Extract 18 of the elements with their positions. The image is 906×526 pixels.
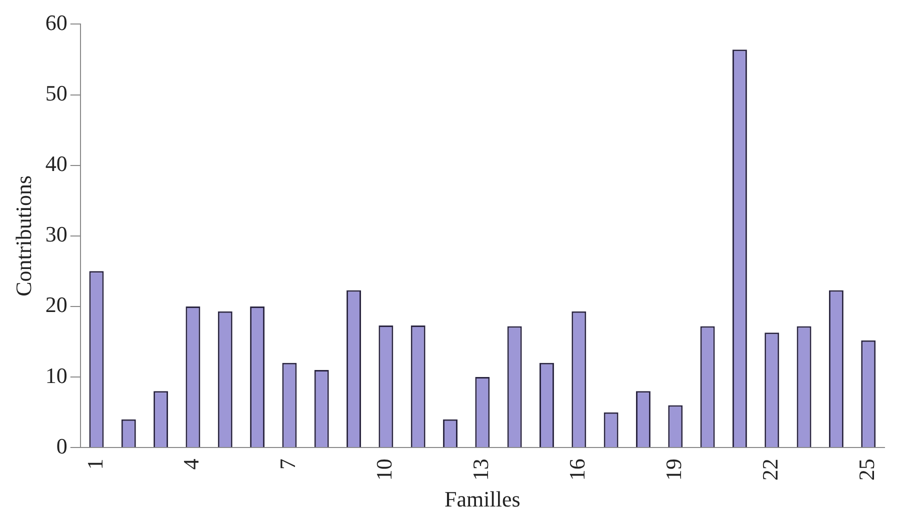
x-tick-label: 1 bbox=[82, 458, 108, 470]
y-tick-label: 10 bbox=[45, 362, 68, 388]
y-axis-title: Contributions bbox=[10, 175, 36, 296]
x-tick-label: 16 bbox=[564, 458, 590, 481]
y-tick-label: 0 bbox=[56, 433, 68, 458]
x-tick-label: 4 bbox=[178, 458, 204, 470]
x-axis-title: Familles bbox=[444, 486, 520, 512]
x-tick-label: 7 bbox=[275, 458, 300, 470]
y-tick-label: 30 bbox=[45, 222, 68, 247]
y-tick-label: 60 bbox=[45, 10, 68, 35]
y-tick-label: 40 bbox=[45, 151, 68, 176]
y-tick-label: 50 bbox=[45, 80, 68, 106]
x-tick-label: 22 bbox=[758, 458, 783, 481]
y-tick-label: 20 bbox=[45, 292, 68, 318]
x-tick-label: 19 bbox=[661, 458, 686, 481]
x-tick-label: 13 bbox=[468, 458, 494, 481]
x-tick-label: 25 bbox=[854, 458, 880, 481]
x-tick-label: 10 bbox=[372, 458, 397, 481]
